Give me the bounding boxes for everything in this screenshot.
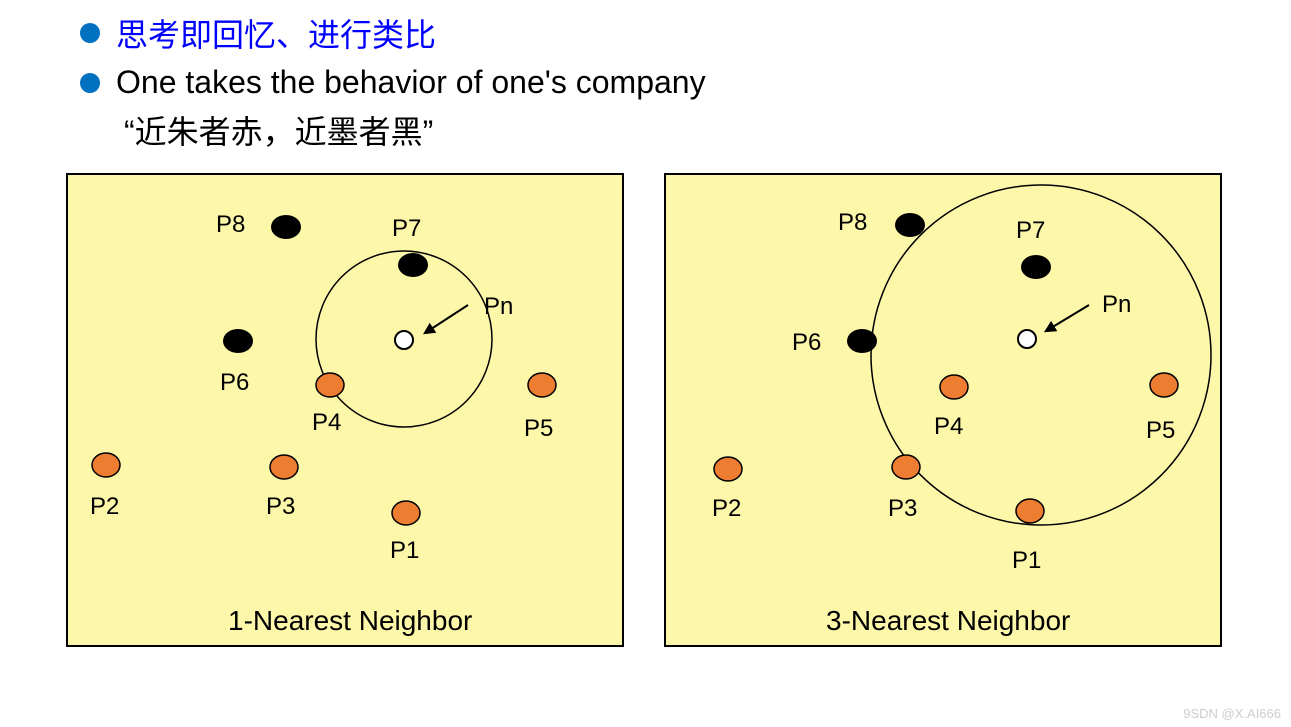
label-pn: Pn xyxy=(484,293,513,321)
label-p4: P4 xyxy=(312,409,341,437)
point-p4 xyxy=(940,375,968,399)
point-p3 xyxy=(892,455,920,479)
header-line-2: One takes the behavior of one's company xyxy=(80,64,1291,101)
point-p7 xyxy=(398,253,428,277)
label-p8: P8 xyxy=(216,211,245,239)
label-p7: P7 xyxy=(392,215,421,243)
label-p6: P6 xyxy=(220,369,249,397)
label-p3: P3 xyxy=(888,495,917,523)
label-p5: P5 xyxy=(1146,417,1175,445)
point-p6 xyxy=(847,329,877,353)
point-p1 xyxy=(1016,499,1044,523)
pn-arrow xyxy=(1046,305,1089,331)
header-line1-text: 思考即回忆、进行类比 xyxy=(116,10,436,56)
point-p5 xyxy=(1150,373,1178,397)
label-p1: P1 xyxy=(1012,547,1041,575)
point-p5 xyxy=(528,373,556,397)
point-p8 xyxy=(895,213,925,237)
chart-caption: 1-Nearest Neighbor xyxy=(228,605,472,637)
point-p7 xyxy=(1021,255,1051,279)
header-line2-text: One takes the behavior of one's company xyxy=(116,64,706,101)
label-p5: P5 xyxy=(524,415,553,443)
point-pn xyxy=(395,331,413,349)
charts-row: P1P2P3P4P5P6P7P8Pn1-Nearest Neighbor P1P… xyxy=(66,173,1291,647)
chart-3nn: P1 P2 P3 P4 P5 P6 P7 P8 Pn 3-Nearest Neighbor xyxy=(664,173,1222,647)
bullet-icon xyxy=(80,23,100,43)
header-line3-text: “近朱者赤，近墨者黑” xyxy=(124,107,1291,153)
header-line-1: 思考即回忆、进行类比 xyxy=(80,10,1291,56)
label-p3: P3 xyxy=(266,493,295,521)
point-p3 xyxy=(270,455,298,479)
point-p6 xyxy=(223,329,253,353)
label-p1: P1 xyxy=(390,537,419,565)
pn-arrow xyxy=(425,305,468,333)
point-p8 xyxy=(271,215,301,239)
point-p2 xyxy=(714,457,742,481)
point-p2 xyxy=(92,453,120,477)
point-p1 xyxy=(392,501,420,525)
label-p6: P6 xyxy=(792,329,821,357)
chart-1nn: P1 P2 P3 P4 P5 P6 P7 P8 Pn 1-Nearest Neighbor xyxy=(66,173,624,647)
label-p4: P4 xyxy=(934,413,963,441)
chart-caption: 3-Nearest Neighbor xyxy=(826,605,1070,637)
label-pn: Pn xyxy=(1102,291,1131,319)
label-p2: P2 xyxy=(90,493,119,521)
label-p7: P7 xyxy=(1016,217,1045,245)
label-p2: P2 xyxy=(712,495,741,523)
point-pn xyxy=(1018,330,1036,348)
point-p4 xyxy=(316,373,344,397)
label-p8: P8 xyxy=(838,209,867,237)
watermark-text: 9SDN @X.AI666 xyxy=(1183,706,1281,721)
bullet-icon xyxy=(80,73,100,93)
